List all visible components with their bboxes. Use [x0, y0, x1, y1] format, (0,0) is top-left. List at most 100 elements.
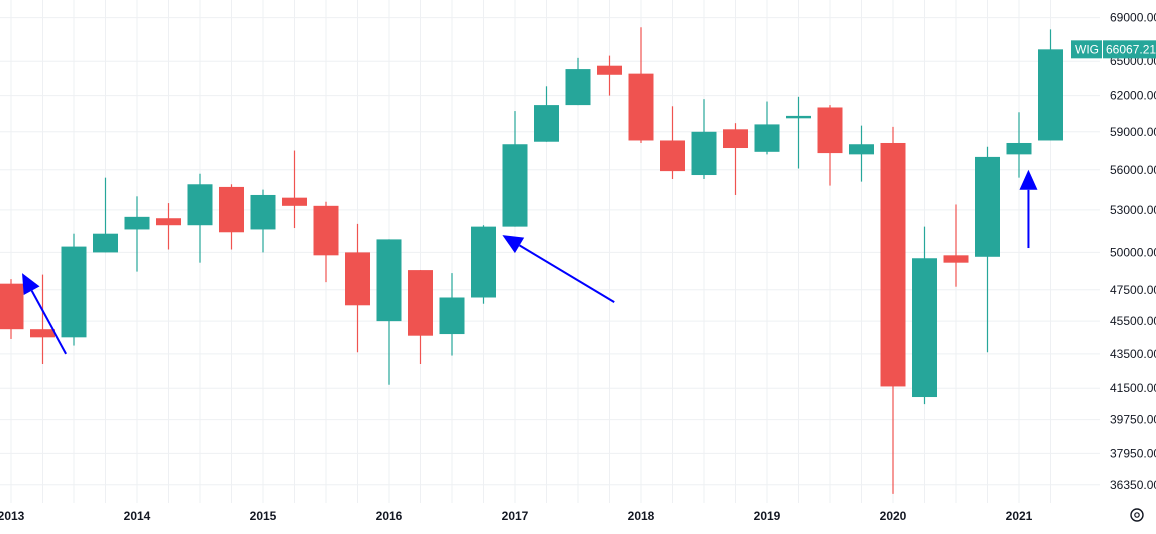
candle-body — [408, 270, 433, 336]
candle[interactable] — [345, 223, 370, 353]
arrow-annotation[interactable] — [1019, 169, 1038, 249]
candle-body — [975, 156, 1000, 257]
settings-gear-icon[interactable] — [1130, 508, 1144, 522]
candle[interactable] — [30, 274, 55, 365]
candle[interactable] — [156, 203, 181, 250]
x-tick-label: 2018 — [628, 509, 655, 523]
candle[interactable] — [754, 101, 780, 155]
candle-body — [376, 239, 402, 322]
candle-body — [345, 252, 370, 306]
candle[interactable] — [219, 184, 244, 250]
y-tick-label: 45500.00 — [1110, 314, 1156, 328]
candle[interactable] — [880, 126, 906, 494]
candle-body — [943, 255, 969, 263]
arrow-annotation[interactable] — [502, 235, 615, 304]
x-tick-label: 2016 — [376, 509, 403, 523]
candle-body — [597, 65, 622, 75]
candle[interactable] — [313, 201, 339, 283]
candle[interactable] — [975, 146, 1000, 353]
x-tick-label: 2015 — [250, 509, 277, 523]
candle[interactable] — [786, 96, 811, 169]
symbol-label: WIG — [1075, 42, 1099, 56]
candle-body — [723, 129, 748, 149]
candle[interactable] — [0, 279, 24, 339]
x-tick-label: 2017 — [502, 509, 529, 523]
y-tick-label: 53000.00 — [1110, 203, 1156, 217]
arrow-head — [1019, 169, 1038, 190]
price-axis[interactable]: 69000.0065000.0062000.0059000.0056000.00… — [1110, 11, 1156, 492]
x-tick-label: 2020 — [880, 509, 907, 523]
symbol-label-bg — [1071, 40, 1102, 59]
x-tick-label: 2014 — [124, 509, 151, 523]
candle[interactable] — [61, 233, 87, 346]
candle-body — [187, 184, 213, 226]
candle-body — [502, 144, 528, 227]
candle[interactable] — [691, 99, 717, 179]
candle[interactable] — [849, 125, 874, 182]
candle-body — [817, 107, 843, 154]
y-tick-label: 37950.00 — [1110, 446, 1156, 460]
candle[interactable] — [124, 196, 150, 272]
candle[interactable] — [628, 27, 654, 143]
candle-body — [754, 124, 780, 152]
y-tick-label: 36350.00 — [1110, 478, 1156, 492]
candles — [0, 27, 1063, 494]
candle-body — [912, 258, 937, 398]
candle[interactable] — [534, 86, 559, 142]
candle[interactable] — [502, 111, 528, 227]
candle[interactable] — [187, 173, 213, 263]
price-label-value: 66067.21 — [1106, 42, 1156, 56]
candle-body — [849, 144, 874, 155]
candle[interactable] — [250, 189, 276, 253]
candle[interactable] — [565, 57, 591, 106]
candle[interactable] — [1006, 112, 1032, 178]
candle[interactable] — [912, 226, 937, 405]
candle-body — [880, 142, 906, 387]
candle-body — [534, 105, 559, 142]
y-tick-label: 50000.00 — [1110, 245, 1156, 259]
candle[interactable] — [408, 270, 433, 365]
candle-body — [439, 297, 465, 335]
candle[interactable] — [723, 123, 748, 195]
candle-body — [61, 246, 87, 338]
candle[interactable] — [597, 55, 622, 96]
candle[interactable] — [282, 150, 307, 229]
x-tick-label: 2019 — [754, 509, 781, 523]
arrow-head — [22, 273, 40, 295]
candle[interactable] — [93, 177, 118, 253]
candle-body — [124, 216, 150, 230]
arrow-annotation[interactable] — [22, 273, 68, 355]
candle[interactable] — [943, 204, 969, 287]
grid — [0, 0, 1100, 503]
candle-body — [628, 73, 654, 141]
y-tick-label: 69000.00 — [1110, 11, 1156, 25]
candle-body — [0, 283, 24, 330]
candle[interactable] — [439, 273, 465, 356]
candle-body — [219, 186, 244, 233]
candle[interactable] — [1038, 29, 1063, 141]
candle-body — [1038, 49, 1063, 141]
y-tick-label: 59000.00 — [1110, 125, 1156, 139]
arrow-shaft — [30, 290, 68, 355]
time-axis[interactable]: 2013 2014 2015 2016 2017 2018 2019 2020 2021 — [0, 509, 1033, 523]
candle-body — [1006, 142, 1032, 155]
candle-body — [691, 131, 717, 176]
y-tick-label: 56000.00 — [1110, 163, 1156, 177]
candle-body — [93, 233, 118, 253]
candle[interactable] — [376, 239, 402, 385]
arrow-head — [502, 235, 525, 254]
candle-body — [660, 140, 685, 172]
candle-body — [471, 226, 496, 298]
annotations — [22, 169, 1038, 355]
candle-body — [156, 218, 181, 226]
last-price-label: WIG 66067.21 — [1071, 40, 1156, 59]
candle[interactable] — [471, 225, 496, 304]
x-tick-label: 2013 — [0, 509, 25, 523]
candle[interactable] — [817, 105, 843, 186]
candle-body — [282, 197, 307, 206]
candle-body — [565, 69, 591, 106]
candle[interactable] — [660, 106, 685, 179]
y-tick-label: 62000.00 — [1110, 89, 1156, 103]
